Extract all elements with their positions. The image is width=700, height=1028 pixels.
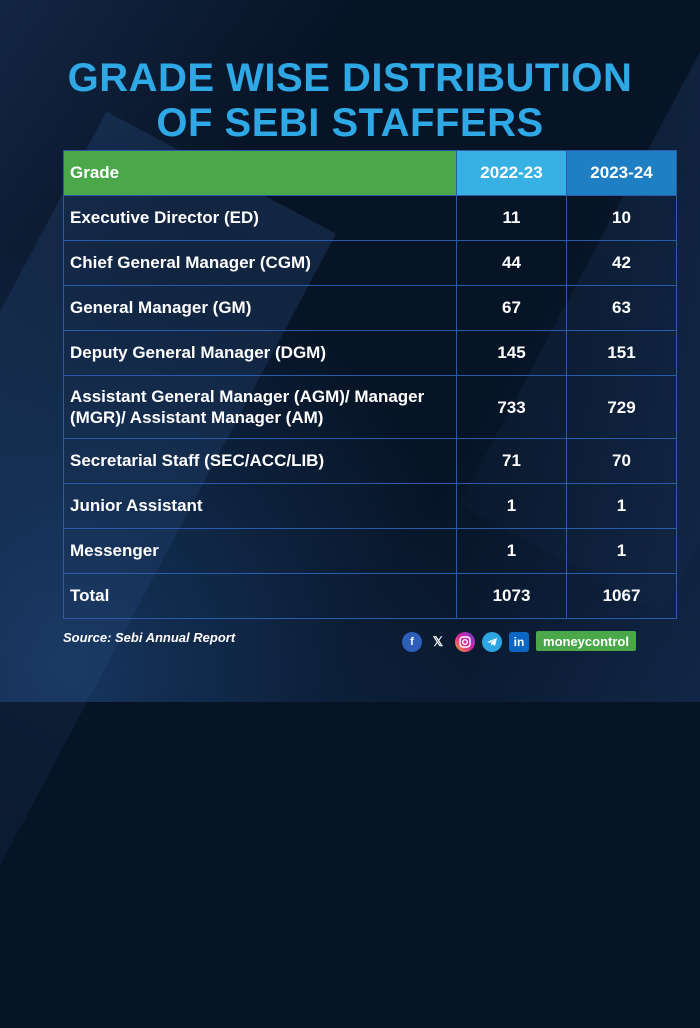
moneycontrol-logo: moneycontrol (536, 631, 636, 651)
page-title-line-2: OF SEBI STAFFERS (156, 101, 544, 145)
table-row: Assistant General Manager (AGM)/ Manager… (63, 375, 677, 439)
value-2023-24: 1 (566, 483, 677, 529)
table-header-row: Grade 2022-23 2023-24 (63, 150, 677, 196)
header-2023-24: 2023-24 (566, 150, 677, 196)
grade-cell: Chief General Manager (CGM) (63, 240, 457, 286)
grade-cell: Secretarial Staff (SEC/ACC/LIB) (63, 438, 457, 484)
table-row: Executive Director (ED) 11 10 (63, 195, 677, 241)
source-note: Source: Sebi Annual Report (63, 630, 236, 645)
value-2023-24: 10 (566, 195, 677, 241)
grade-cell: Messenger (63, 528, 457, 574)
value-2023-24: 42 (566, 240, 677, 286)
total-2022-23: 1073 (456, 573, 567, 619)
grade-cell: Assistant General Manager (AGM)/ Manager… (63, 375, 457, 439)
value-2022-23: 1 (456, 528, 567, 574)
total-2023-24: 1067 (566, 573, 677, 619)
value-2022-23: 733 (456, 375, 567, 439)
x-icon[interactable]: 𝕏 (432, 634, 444, 649)
facebook-icon[interactable]: f (402, 632, 422, 652)
table-row-total: Total 1073 1067 (63, 573, 677, 619)
staff-distribution-table: Grade 2022-23 2023-24 Executive Director… (63, 150, 677, 619)
table-row: General Manager (GM) 67 63 (63, 285, 677, 331)
header-2022-23: 2022-23 (456, 150, 567, 196)
grade-cell-total: Total (63, 573, 457, 619)
table-row: Deputy General Manager (DGM) 145 151 (63, 330, 677, 376)
telegram-icon[interactable] (482, 632, 502, 652)
linkedin-icon[interactable]: in (509, 632, 529, 652)
grade-cell: Junior Assistant (63, 483, 457, 529)
value-2023-24: 151 (566, 330, 677, 376)
value-2022-23: 1 (456, 483, 567, 529)
value-2023-24: 70 (566, 438, 677, 484)
value-2022-23: 67 (456, 285, 567, 331)
header-grade: Grade (63, 150, 457, 196)
value-2023-24: 63 (566, 285, 677, 331)
value-2023-24: 1 (566, 528, 677, 574)
value-2022-23: 71 (456, 438, 567, 484)
table-row: Messenger 1 1 (63, 528, 677, 574)
page-title-line-1: GRADE WISE DISTRIBUTION (67, 56, 633, 100)
value-2022-23: 44 (456, 240, 567, 286)
instagram-icon[interactable] (455, 632, 475, 652)
value-2022-23: 11 (456, 195, 567, 241)
grade-cell: Deputy General Manager (DGM) (63, 330, 457, 376)
value-2023-24: 729 (566, 375, 677, 439)
grade-cell: Executive Director (ED) (63, 195, 457, 241)
table-row: Secretarial Staff (SEC/ACC/LIB) 71 70 (63, 438, 677, 484)
table-row: Chief General Manager (CGM) 44 42 (63, 240, 677, 286)
grade-cell: General Manager (GM) (63, 285, 457, 331)
value-2022-23: 145 (456, 330, 567, 376)
table-row: Junior Assistant 1 1 (63, 483, 677, 529)
